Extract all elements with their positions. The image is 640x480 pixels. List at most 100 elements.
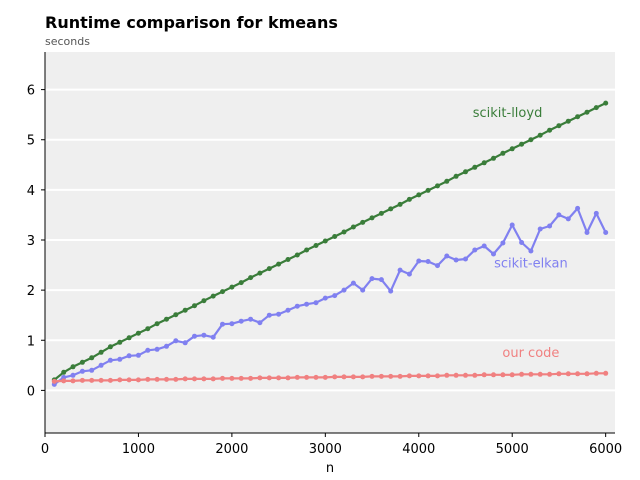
data-point-scikit-lloyd — [285, 257, 291, 262]
data-point-scikit-lloyd — [481, 160, 487, 166]
data-point-our-code — [322, 374, 328, 380]
data-point-our-code — [500, 372, 506, 378]
data-point-scikit-elkan — [248, 316, 254, 322]
data-point-scikit-elkan — [350, 280, 356, 286]
data-point-scikit-lloyd — [444, 178, 450, 184]
data-point-our-code — [117, 377, 123, 383]
data-point-our-code — [388, 373, 394, 379]
data-point-scikit-lloyd — [182, 307, 188, 313]
y-tick-label: 4 — [27, 184, 35, 199]
data-point-scikit-lloyd — [229, 284, 235, 290]
data-point-scikit-elkan — [192, 333, 197, 339]
data-point-our-code — [313, 374, 319, 380]
data-point-scikit-elkan — [472, 247, 478, 253]
data-point-scikit-lloyd — [238, 280, 244, 286]
data-point-scikit-lloyd — [603, 100, 609, 106]
data-point-our-code — [70, 378, 76, 384]
data-point-scikit-lloyd — [248, 275, 254, 281]
data-point-scikit-elkan — [238, 318, 244, 324]
data-point-our-code — [556, 371, 562, 377]
data-point-our-code — [201, 376, 207, 382]
data-point-scikit-lloyd — [463, 169, 468, 175]
y-tick-label: 2 — [27, 284, 35, 299]
data-point-scikit-elkan — [210, 334, 216, 340]
data-point-our-code — [519, 371, 525, 377]
data-point-our-code — [182, 376, 188, 382]
data-point-scikit-elkan — [397, 267, 403, 273]
data-point-scikit-lloyd — [556, 123, 562, 129]
data-point-scikit-lloyd — [145, 326, 151, 332]
data-point-scikit-lloyd — [575, 114, 581, 120]
data-point-scikit-elkan — [89, 367, 95, 373]
data-point-scikit-elkan — [341, 287, 347, 293]
data-point-our-code — [89, 377, 95, 383]
data-point-our-code — [135, 377, 141, 383]
data-point-our-code — [565, 371, 571, 377]
data-point-our-code — [350, 374, 356, 380]
data-point-our-code — [154, 376, 160, 382]
data-point-our-code — [397, 373, 403, 379]
data-point-scikit-elkan — [182, 340, 188, 346]
data-point-our-code — [444, 372, 450, 378]
series-label-scikit-elkan: scikit-elkan — [494, 257, 568, 272]
data-point-scikit-elkan — [117, 356, 123, 362]
data-point-our-code — [192, 376, 197, 382]
data-point-scikit-elkan — [220, 321, 225, 327]
data-point-our-code — [593, 370, 599, 376]
series-group — [51, 100, 609, 387]
data-point-scikit-lloyd — [220, 289, 225, 295]
data-point-scikit-lloyd — [304, 247, 310, 253]
data-point-our-code — [220, 375, 225, 381]
data-point-our-code — [79, 377, 85, 383]
data-point-scikit-elkan — [388, 288, 394, 294]
data-point-scikit-elkan — [593, 210, 599, 216]
x-axis-label: n — [326, 461, 334, 476]
data-point-our-code — [107, 377, 113, 383]
data-point-our-code — [332, 374, 338, 380]
data-point-our-code — [481, 372, 487, 378]
data-point-scikit-elkan — [313, 300, 319, 306]
data-point-scikit-lloyd — [584, 109, 590, 115]
y-tick-label: 6 — [27, 84, 35, 99]
data-point-scikit-elkan — [603, 230, 609, 235]
data-point-scikit-elkan — [463, 256, 468, 262]
data-point-scikit-elkan — [575, 205, 581, 211]
data-point-scikit-lloyd — [332, 234, 338, 239]
series-label-our-code: our code — [502, 346, 559, 361]
data-point-scikit-elkan — [425, 259, 431, 264]
data-point-scikit-elkan — [257, 320, 263, 326]
data-point-scikit-elkan — [294, 303, 300, 309]
y-tick-label: 5 — [27, 134, 35, 149]
data-point-scikit-elkan — [556, 212, 562, 218]
series-label-scikit-lloyd: scikit-lloyd — [473, 106, 543, 121]
data-point-our-code — [341, 374, 347, 380]
data-point-scikit-elkan — [444, 253, 450, 259]
data-point-scikit-elkan — [304, 301, 310, 307]
data-point-our-code — [229, 375, 235, 381]
data-point-our-code — [491, 372, 496, 378]
data-point-scikit-elkan — [164, 343, 169, 349]
data-point-our-code — [472, 372, 478, 378]
data-point-scikit-elkan — [332, 293, 338, 299]
data-point-scikit-lloyd — [135, 330, 141, 336]
data-point-our-code — [173, 376, 179, 382]
data-point-scikit-lloyd — [341, 229, 347, 235]
data-point-our-code — [61, 378, 67, 384]
data-point-scikit-lloyd — [500, 150, 506, 156]
data-point-scikit-lloyd — [565, 118, 571, 124]
data-point-scikit-elkan — [584, 230, 590, 235]
data-point-scikit-lloyd — [173, 312, 179, 318]
x-tick-label: 0 — [41, 442, 49, 457]
data-point-scikit-elkan — [126, 353, 132, 359]
data-point-our-code — [248, 375, 254, 381]
y-tick-label: 1 — [27, 334, 35, 349]
data-point-scikit-lloyd — [519, 141, 525, 147]
data-point-scikit-lloyd — [201, 298, 207, 304]
data-point-our-code — [378, 373, 384, 379]
data-point-our-code — [164, 376, 169, 382]
data-point-scikit-lloyd — [192, 303, 197, 309]
data-point-scikit-lloyd — [210, 293, 216, 299]
data-point-scikit-elkan — [435, 263, 440, 269]
data-point-scikit-lloyd — [406, 196, 412, 202]
data-point-scikit-lloyd — [154, 321, 160, 327]
